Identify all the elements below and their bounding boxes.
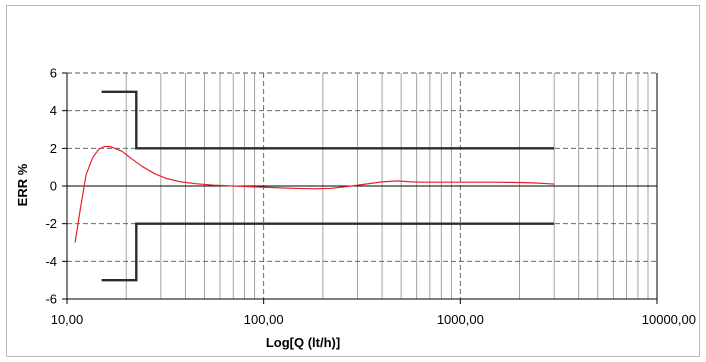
y-tick-label: 6 <box>50 66 57 81</box>
y-tick-label: -4 <box>45 254 57 269</box>
y-tick-label: -2 <box>45 216 57 231</box>
lower-limit-line <box>101 222 555 282</box>
y-tick-label: 2 <box>50 141 57 156</box>
series-layer <box>74 90 555 282</box>
x-axis-title: Log[Q (lt/h)] <box>266 335 340 350</box>
upper-limit-line <box>101 90 555 150</box>
y-tick-label: 0 <box>50 179 57 194</box>
axes <box>62 72 658 304</box>
x-tick-label: 10000,00 <box>642 312 696 327</box>
x-tick-label: 10,00 <box>51 312 84 327</box>
y-tick-label: 4 <box>50 103 57 118</box>
x-tick-label: 100,00 <box>244 312 284 327</box>
y-axis-title: ERR % <box>15 163 30 206</box>
error-curve-line <box>74 145 555 243</box>
x-tick-label: 1000,00 <box>437 312 484 327</box>
y-tick-label: -6 <box>45 292 57 307</box>
tick-labels: 6 4 2 0 -2 -4 -6 10,00 100,00 1000,00 10000,00 <box>45 66 696 328</box>
chart: 6 4 2 0 -2 -4 -6 10,00 100,00 1000,00 10000,00 Log… <box>15 66 696 351</box>
chart-frame: 6 4 2 0 -2 -4 -6 10,00 100,00 1000,00 10000,00 Log… <box>6 5 700 357</box>
